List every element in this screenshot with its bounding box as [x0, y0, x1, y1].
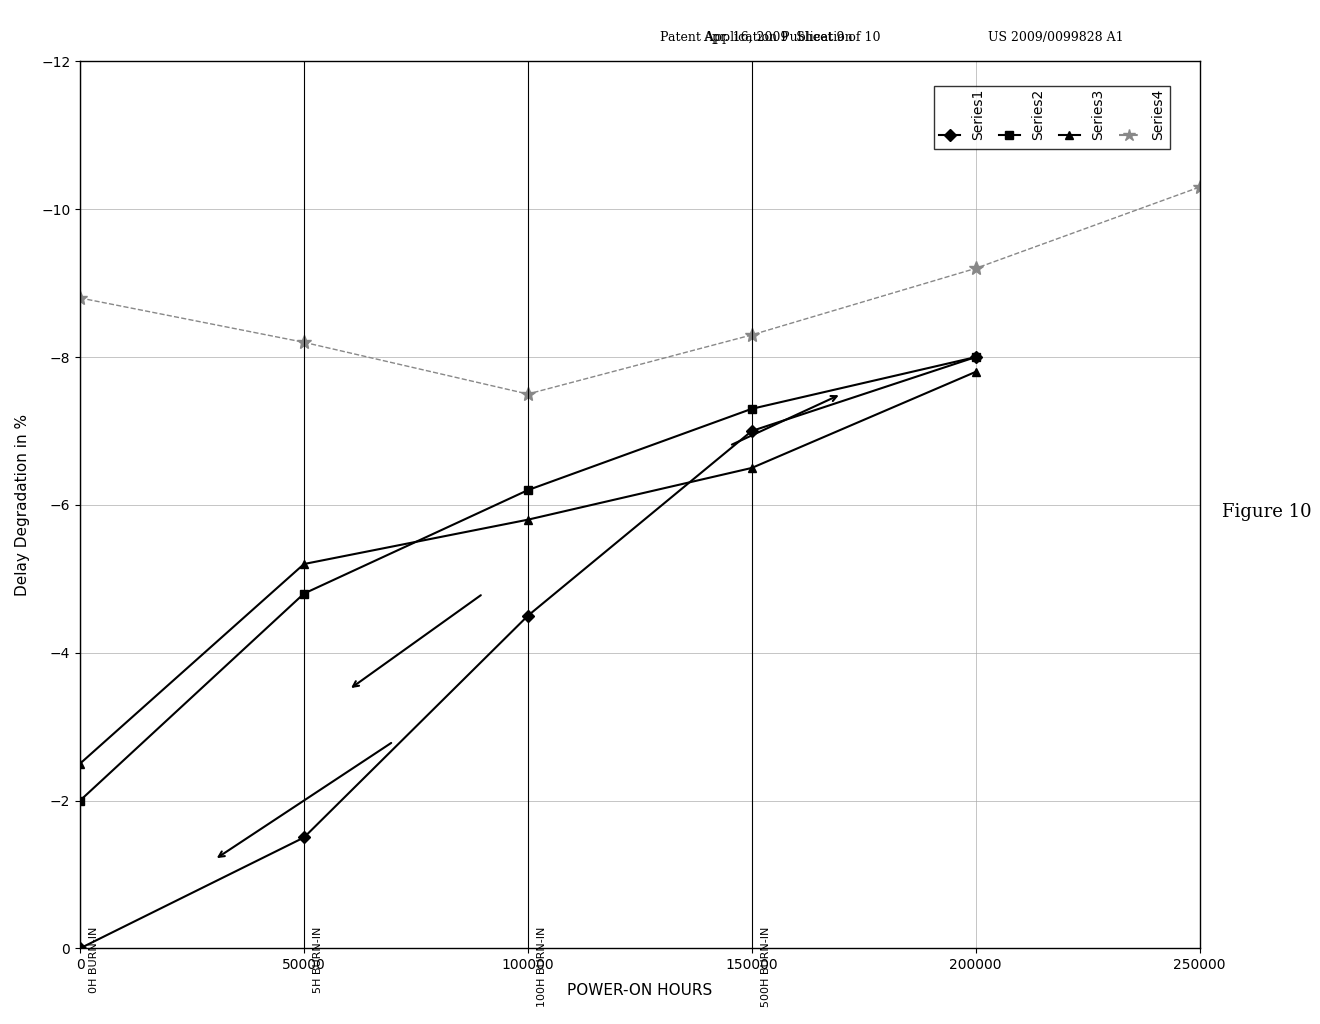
Text: 0H BURN-IN: 0H BURN-IN: [88, 926, 99, 992]
Text: Apr. 16, 2009  Sheet 9 of 10: Apr. 16, 2009 Sheet 9 of 10: [704, 31, 880, 44]
Text: Patent Application Publication: Patent Application Publication: [660, 31, 853, 44]
Legend: Series1, Series2, Series3, Series4: Series1, Series2, Series3, Series4: [933, 86, 1171, 148]
X-axis label: POWER-ON HOURS: POWER-ON HOURS: [568, 983, 713, 998]
Y-axis label: Delay Degradation in %: Delay Degradation in %: [15, 414, 30, 596]
Text: Figure 10: Figure 10: [1222, 503, 1312, 521]
Text: 5H BURN-IN: 5H BURN-IN: [313, 926, 323, 992]
Text: 500H BURN-IN: 500H BURN-IN: [760, 926, 771, 1007]
Text: US 2009/0099828 A1: US 2009/0099828 A1: [989, 31, 1123, 44]
Text: 100H BURN-IN: 100H BURN-IN: [537, 926, 546, 1007]
